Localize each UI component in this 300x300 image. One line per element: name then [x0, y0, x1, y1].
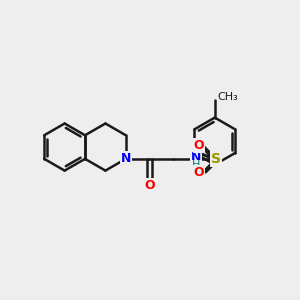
Text: N: N	[191, 151, 201, 164]
Text: O: O	[144, 179, 155, 192]
Text: CH₃: CH₃	[217, 92, 238, 102]
Text: H: H	[192, 160, 200, 170]
Text: O: O	[194, 166, 204, 179]
Text: S: S	[211, 152, 221, 166]
Text: O: O	[194, 139, 204, 152]
Text: N: N	[121, 152, 131, 165]
